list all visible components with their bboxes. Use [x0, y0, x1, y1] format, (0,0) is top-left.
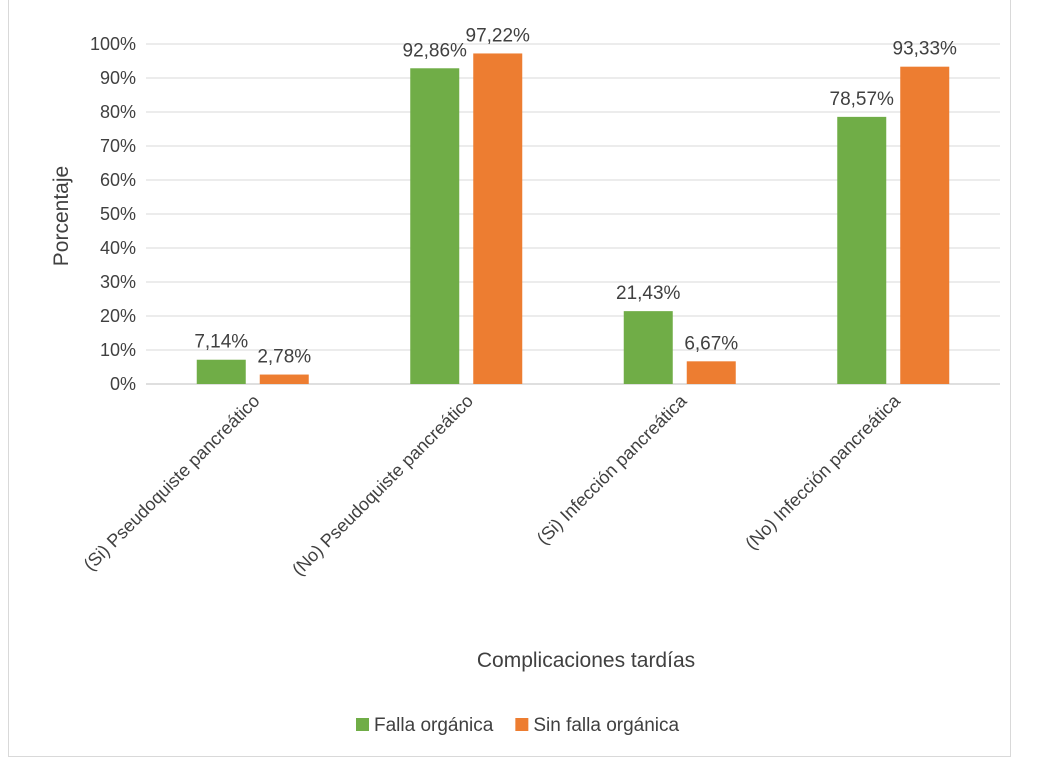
legend: Falla orgánica Sin falla orgánica [356, 715, 680, 736]
data-labels: 7,14% 2,78% 92,86%97,22% 21,43% 6,67% 78,57% 9… [194, 25, 957, 367]
x-axis-ticks: (Si) Pseudoquiste pancreático (No) Pseudo… [80, 390, 905, 580]
y-tick-label: 70% [100, 136, 136, 156]
legend-label: Falla orgánica [374, 715, 494, 736]
bars [196, 53, 950, 385]
data-label: 2,78% [257, 347, 311, 368]
x-tick-label: (Si) Infección pancreática [533, 390, 691, 548]
bar [900, 66, 950, 384]
legend-label: Sin falla orgánica [533, 715, 679, 736]
data-label: 7,14% [194, 332, 248, 353]
x-tick-label: (No) Infección pancreática [741, 390, 904, 553]
data-label: 78,57% [830, 89, 895, 110]
x-tick-label: (No) Pseudoquiste pancreático [288, 391, 477, 580]
y-tick-label: 50% [100, 204, 136, 224]
y-axis-title: Porcentaje [50, 166, 73, 266]
legend-swatch [356, 718, 369, 731]
y-tick-label: 90% [100, 68, 136, 88]
bar [837, 116, 887, 384]
x-axis-title: Complicaciones tardías [477, 649, 695, 672]
data-label: 93,33% [893, 39, 958, 60]
y-tick-label: 40% [100, 238, 136, 258]
y-tick-label: 100% [90, 34, 136, 54]
x-tick-label: (Si) Pseudoquiste pancreático [80, 391, 264, 575]
data-label: 6,67% [684, 333, 738, 354]
legend-swatch [515, 718, 529, 731]
data-label: 92,86% [403, 40, 468, 61]
y-tick-label: 20% [100, 306, 136, 326]
bar [259, 374, 309, 384]
bar [623, 311, 673, 384]
bar [473, 53, 523, 385]
y-tick-label: 60% [100, 170, 136, 190]
y-axis-ticks: 0% 10% 20% 30% 40% 50% 60% 70% 80% 90% 100% [90, 34, 136, 394]
bar [196, 359, 246, 384]
chart-frame [8, 0, 1011, 757]
y-tick-label: 0% [110, 374, 136, 394]
y-tick-label: 10% [100, 340, 136, 360]
data-label: 97,22% [466, 25, 531, 46]
y-tick-label: 30% [100, 272, 136, 292]
y-tick-label: 80% [100, 102, 136, 122]
data-label: 21,43% [616, 283, 681, 304]
bar [686, 361, 736, 384]
bar [410, 68, 460, 384]
